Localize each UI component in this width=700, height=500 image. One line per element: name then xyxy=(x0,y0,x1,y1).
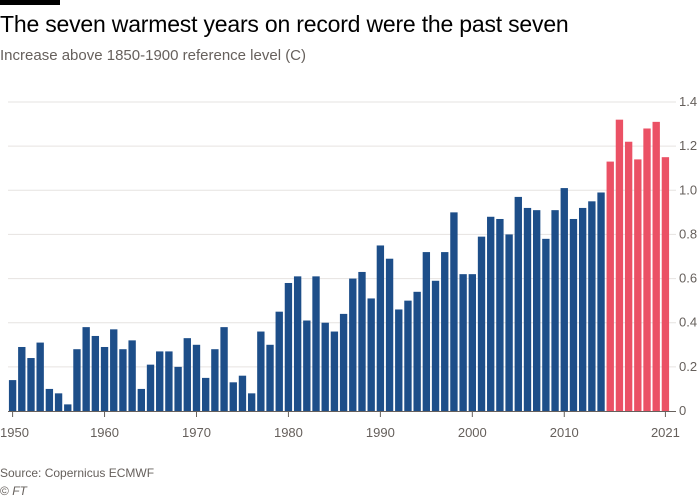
bar-1995 xyxy=(422,252,431,411)
bar-1980 xyxy=(284,282,293,411)
chart-subtitle: Increase above 1850-1900 reference level… xyxy=(0,47,307,64)
bar-1964 xyxy=(137,388,145,411)
bar-1988 xyxy=(358,271,366,411)
bar-2002 xyxy=(487,216,495,411)
bar-1987 xyxy=(349,278,357,411)
bar-2006 xyxy=(523,207,532,411)
bar-1975 xyxy=(238,375,247,411)
bar-1976 xyxy=(247,393,256,411)
bar-1971 xyxy=(202,377,210,411)
axes: 0 0.2 0.4 0.6 0.8 1.0 1.2 1.4 1950 1960 1970 1980 19… xyxy=(0,94,697,440)
copyright-note: © FT xyxy=(0,484,27,498)
y-tick-label: 1.2 xyxy=(679,138,697,153)
y-tick-label: 0.8 xyxy=(679,226,697,241)
bars xyxy=(8,119,670,412)
bar-1989 xyxy=(367,298,375,411)
x-tick-label: 1950 xyxy=(0,425,29,440)
bar-1960 xyxy=(100,346,109,411)
bar-1972 xyxy=(211,349,219,411)
bar-1977 xyxy=(257,331,265,411)
bar-1952 xyxy=(27,358,35,411)
bar-1978 xyxy=(266,344,274,411)
bar-1957 xyxy=(73,349,81,411)
bar-1986 xyxy=(339,313,348,411)
bar-2020 xyxy=(652,121,660,412)
bar-1991 xyxy=(385,258,394,411)
bar-2015 xyxy=(606,161,614,411)
bar-2011 xyxy=(569,218,578,411)
x-tick-label: 2010 xyxy=(550,425,579,440)
bar-1954 xyxy=(45,388,54,411)
y-tick-label: 0.6 xyxy=(679,271,697,286)
bar-2009 xyxy=(551,210,559,411)
source-note: Source: Copernicus ECMWF xyxy=(0,466,155,480)
bar-2003 xyxy=(496,218,504,411)
bar-2016 xyxy=(615,119,624,411)
bar-2012 xyxy=(578,207,587,411)
bar-1962 xyxy=(119,349,127,411)
y-tick-label: 1.4 xyxy=(679,94,697,109)
y-tick-label: 1.0 xyxy=(679,182,697,197)
bar-1984 xyxy=(321,322,329,411)
x-tick-label: 1980 xyxy=(274,425,303,440)
bar-2013 xyxy=(588,201,596,411)
bar-2014 xyxy=(597,192,605,411)
bar-1993 xyxy=(404,300,412,411)
bar-1955 xyxy=(54,393,63,411)
bar-1956 xyxy=(64,404,72,411)
bar-2000 xyxy=(468,274,476,411)
bar-1973 xyxy=(220,327,228,411)
bar-2017 xyxy=(624,141,633,412)
bar-1968 xyxy=(174,366,182,411)
bar-1958 xyxy=(82,327,90,411)
bar-2019 xyxy=(643,128,651,412)
x-tick-label: 2000 xyxy=(458,425,487,440)
bar-2007 xyxy=(533,210,541,411)
bar-1950 xyxy=(8,380,17,411)
bar-1953 xyxy=(36,342,44,411)
brand-name: FT xyxy=(12,484,27,498)
copyright-symbol: © xyxy=(0,484,9,498)
bar-chart: 0 0.2 0.4 0.6 0.8 1.0 1.2 1.4 1950 1960 1970 1980 19… xyxy=(0,94,697,440)
bar-2010 xyxy=(560,188,568,411)
bar-1982 xyxy=(303,320,311,411)
bar-1996 xyxy=(431,280,440,411)
y-tick-label: 0.4 xyxy=(679,315,697,330)
bar-1967 xyxy=(165,351,173,411)
bar-1994 xyxy=(413,291,421,411)
bar-1990 xyxy=(376,245,385,411)
bar-1959 xyxy=(91,335,100,411)
bar-1992 xyxy=(395,309,403,411)
bar-1970 xyxy=(192,344,201,411)
x-tick-label: 1970 xyxy=(182,425,211,440)
bar-1969 xyxy=(183,338,191,411)
bar-1985 xyxy=(330,331,339,411)
x-tick-label: 1990 xyxy=(366,425,395,440)
bar-2018 xyxy=(634,159,642,411)
bar-2001 xyxy=(477,236,486,411)
bar-1998 xyxy=(450,212,458,411)
bar-1999 xyxy=(459,274,467,411)
bar-1966 xyxy=(156,351,164,411)
x-tick-label: 1960 xyxy=(90,425,119,440)
bar-1974 xyxy=(229,382,237,411)
chart-title: The seven warmest years on record were t… xyxy=(0,11,569,37)
top-rule xyxy=(0,0,60,5)
x-tick-label: 2021 xyxy=(651,425,680,440)
bar-1981 xyxy=(293,276,302,411)
y-tick-label: 0.2 xyxy=(679,359,697,374)
bar-1963 xyxy=(128,340,136,411)
bar-1961 xyxy=(110,329,118,411)
bar-1997 xyxy=(441,252,449,411)
bar-1979 xyxy=(275,311,283,411)
bar-2004 xyxy=(505,234,513,411)
bar-1983 xyxy=(312,276,320,411)
bar-2021 xyxy=(661,157,670,411)
bar-1965 xyxy=(146,364,155,411)
bar-2008 xyxy=(542,238,550,411)
bar-2005 xyxy=(514,196,522,411)
y-tick-label: 0 xyxy=(679,403,686,418)
bar-1951 xyxy=(18,346,26,411)
